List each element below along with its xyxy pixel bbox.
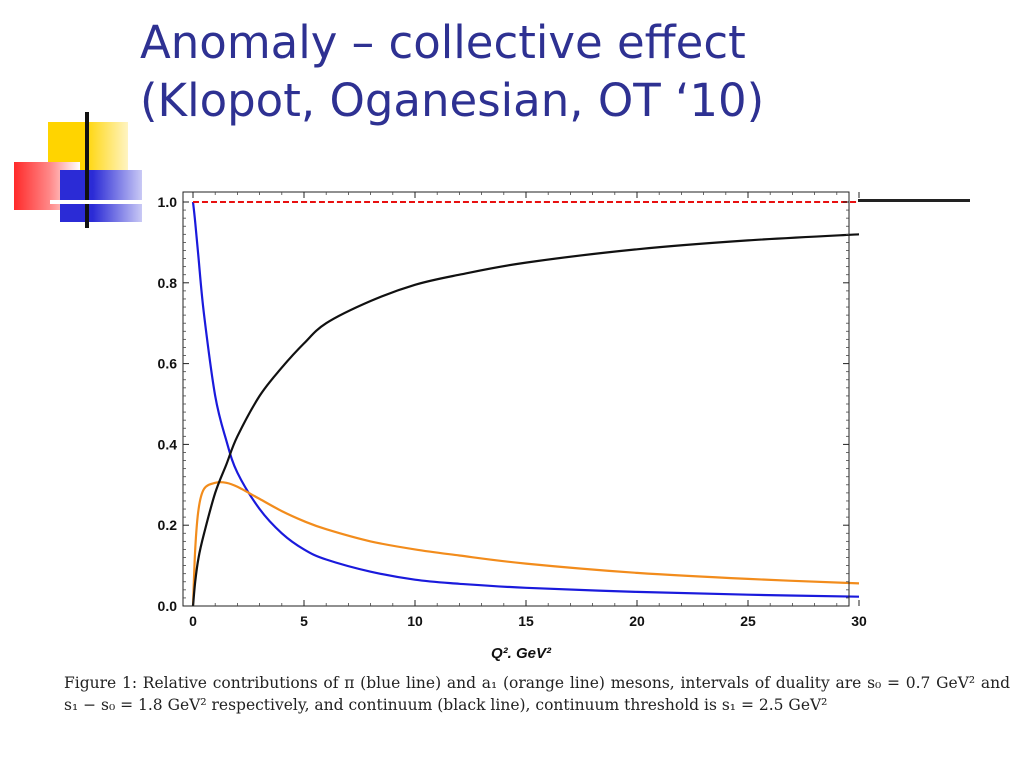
y-ticks: 0.0 0.2 0.4 0.6 0.8 1.0 [158, 194, 849, 614]
slide-title: Anomaly – collective effect (Klopot, Oga… [140, 14, 764, 130]
x-tick-label: 5 [300, 613, 308, 629]
y-tick-label: 0.0 [158, 598, 178, 614]
decor-blue-square [60, 170, 142, 222]
decor-right-line [858, 199, 970, 202]
y-tick-label: 1.0 [158, 194, 178, 210]
x-axis-label: Q². GeV² [491, 645, 552, 662]
x-ticks: 0 5 10 15 20 25 30 [189, 192, 867, 629]
series-line-2 [191, 481, 860, 607]
series-line-3 [191, 233, 860, 607]
x-tick-label: 0 [189, 613, 197, 629]
slide-title-line-1: Anomaly – collective effect [140, 16, 746, 69]
x-tick-label: 20 [629, 613, 645, 629]
series-line-1 [191, 201, 860, 598]
x-tick-label: 25 [740, 613, 756, 629]
y-tick-label: 0.8 [158, 275, 178, 291]
y-tick-label: 0.4 [158, 436, 178, 452]
slide-title-line-2: (Klopot, Oganesian, OT ‘10) [140, 74, 765, 127]
x-tick-label: 15 [518, 613, 534, 629]
decor-vertical-line [85, 112, 89, 228]
y-tick-label: 0.6 [158, 356, 178, 372]
x-tick-label: 30 [851, 613, 867, 629]
x-tick-label: 10 [407, 613, 423, 629]
plot-frame [182, 191, 850, 607]
decor-horizontal-line [50, 200, 142, 204]
plot-series [191, 200, 860, 607]
y-tick-label: 0.2 [158, 517, 178, 533]
figure-caption: Figure 1: Relative contributions of π (b… [64, 674, 1010, 714]
